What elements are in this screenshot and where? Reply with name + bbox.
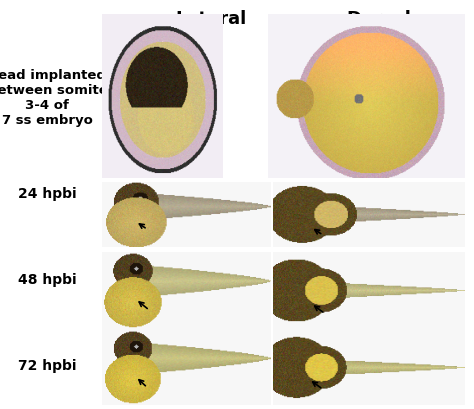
Text: 24 hpbi: 24 hpbi bbox=[18, 187, 77, 201]
Text: Lateral: Lateral bbox=[175, 10, 246, 28]
Text: 72 hpbi: 72 hpbi bbox=[18, 359, 77, 373]
Text: 48 hpbi: 48 hpbi bbox=[18, 273, 77, 287]
Text: Dorsal: Dorsal bbox=[347, 10, 411, 28]
Text: Bead implanted
between somite
3-4 of
7 ss embryo: Bead implanted between somite 3-4 of 7 s… bbox=[0, 69, 107, 127]
